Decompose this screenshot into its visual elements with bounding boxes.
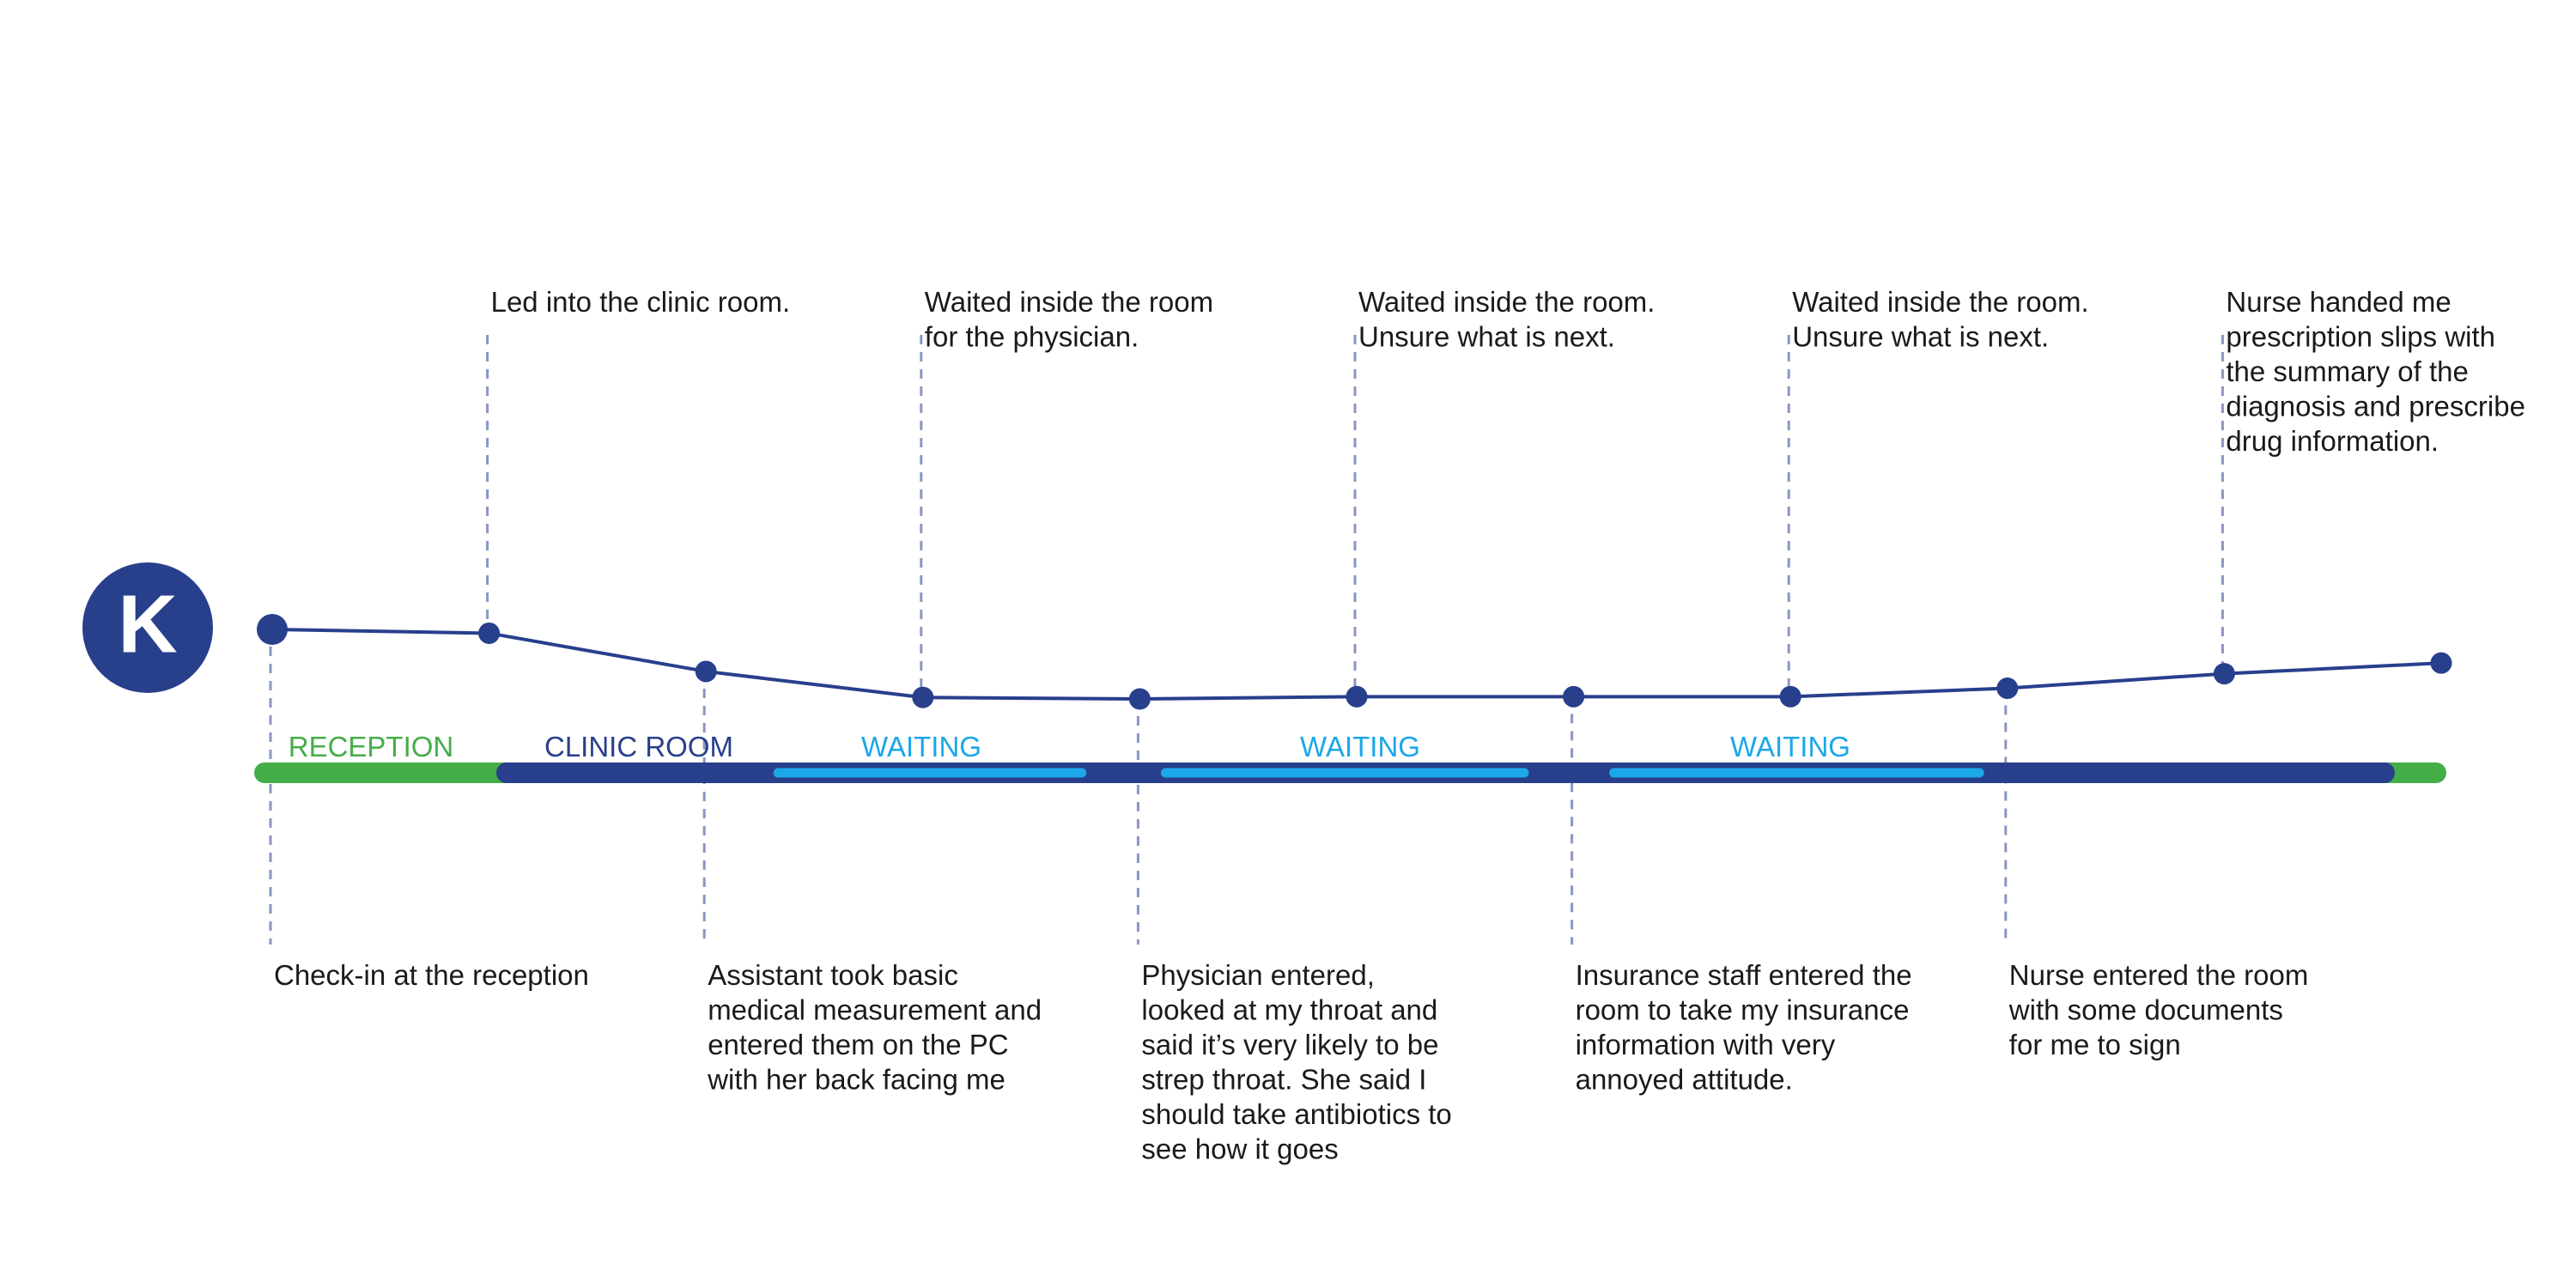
experience-point-1 <box>257 614 288 645</box>
experience-points <box>257 614 2452 710</box>
step-note-line: Unsure what is next. <box>1792 321 2049 353</box>
step-note-line: with some documents <box>2008 994 2283 1026</box>
step-note-line: medical measurement and <box>708 994 1042 1026</box>
experience-point-8 <box>1779 685 1801 708</box>
step-note-line: prescription slips with <box>2226 321 2495 353</box>
step-note-line: Nurse entered the room <box>2009 959 2309 991</box>
step-note-line: Waited inside the room <box>925 286 1213 318</box>
phase-label-clinic-room: CLINIC ROOM <box>544 731 733 762</box>
step-note-5: Physician entered, looked at my throat an… <box>1141 959 1451 1165</box>
step-note-line: Waited inside the room. <box>1792 286 2088 318</box>
step-note-line: should take antibiotics to <box>1141 1098 1451 1130</box>
step-note-line: Insurance staff entered the <box>1576 959 1912 991</box>
step-note-line: entered them on the PC <box>708 1029 1008 1060</box>
connector-lines <box>269 335 2224 945</box>
step-note-line: said it’s very likely to be <box>1141 1029 1438 1060</box>
avatar-initial: K <box>118 578 177 670</box>
phase-label-waiting: WAITING <box>861 731 981 762</box>
experience-point-11 <box>2430 652 2452 674</box>
experience-point-9 <box>1996 677 2019 700</box>
step-note-line: room to take my insurance <box>1576 994 1910 1026</box>
step-note-3: Assistant took basic medical measurement … <box>707 959 1042 1096</box>
step-note-line: Physician entered, <box>1141 959 1375 991</box>
step-note-line: for me to sign <box>2009 1029 2181 1060</box>
phase-label-reception: RECEPTION <box>289 731 454 762</box>
step-note-line: Unsure what is next. <box>1358 321 1615 353</box>
step-note-line: the summary of the <box>2226 355 2468 387</box>
phase-label-waiting: WAITING <box>1730 731 1850 762</box>
step-note-line: Check-in at the reception <box>274 959 589 991</box>
step-notes: Check-in at the reception Led into the cl… <box>274 286 2525 1165</box>
step-note-line: information with very <box>1576 1029 1836 1060</box>
step-note-line: see how it goes <box>1141 1133 1338 1165</box>
experience-point-5 <box>1128 688 1151 710</box>
step-note-7: Insurance staff entered the room to take … <box>1576 959 1912 1096</box>
experience-point-2 <box>478 622 501 644</box>
step-note-4: Waited inside the room for the physician. <box>925 286 1213 353</box>
experience-point-6 <box>1346 685 1368 708</box>
step-note-line: with her back facing me <box>707 1064 1005 1096</box>
step-note-1: Check-in at the reception <box>274 959 589 991</box>
step-note-2: Led into the clinic room. <box>491 286 791 318</box>
step-note-line: Nurse handed me <box>2226 286 2451 318</box>
step-note-line: annoyed attitude. <box>1576 1064 1793 1096</box>
experience-point-4 <box>912 686 934 708</box>
step-note-line: Waited inside the room. <box>1358 286 1655 318</box>
step-note-line: Led into the clinic room. <box>491 286 791 318</box>
experience-point-7 <box>1563 685 1585 708</box>
avatar-circle <box>82 562 213 693</box>
experience-point-3 <box>695 660 717 683</box>
step-note-line: strep throat. She said I <box>1141 1064 1426 1096</box>
step-note-line: looked at my throat and <box>1141 994 1437 1026</box>
experience-point-10 <box>2213 663 2235 685</box>
step-note-8: Waited inside the room. Unsure what is ne… <box>1792 286 2088 353</box>
step-note-9: Nurse entered the room with some document… <box>2008 959 2309 1060</box>
persona-avatar: K <box>82 562 213 693</box>
step-note-line: for the physician. <box>925 321 1139 353</box>
step-note-line: diagnosis and prescribe <box>2226 391 2525 422</box>
step-note-line: Assistant took basic <box>708 959 958 991</box>
phase-label-waiting: WAITING <box>1300 731 1420 762</box>
phase-labels: RECEPTION CLINIC ROOM WAITING WAITING WAITIN… <box>289 731 1850 762</box>
step-note-10: Nurse handed me prescription slips with th… <box>2226 286 2525 457</box>
step-note-6: Waited inside the room. Unsure what is ne… <box>1358 286 1655 353</box>
step-note-line: drug information. <box>2226 425 2439 457</box>
